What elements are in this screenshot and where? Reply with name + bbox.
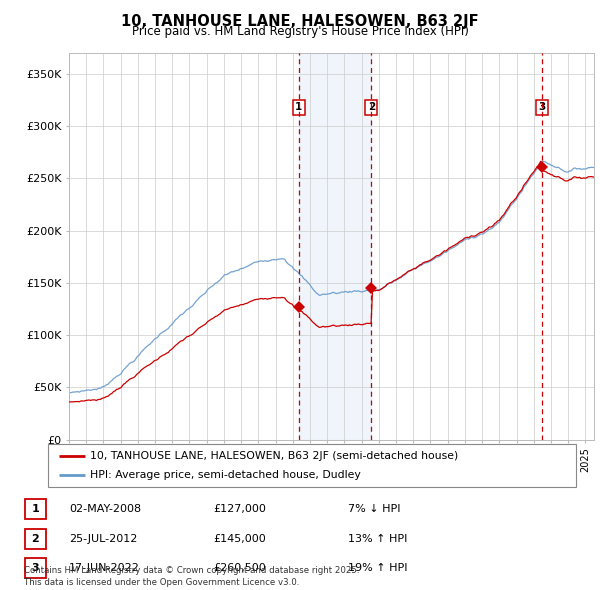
Text: £127,000: £127,000: [213, 504, 266, 514]
Text: 17-JUN-2022: 17-JUN-2022: [69, 563, 140, 573]
FancyBboxPatch shape: [48, 444, 576, 487]
Text: Contains HM Land Registry data © Crown copyright and database right 2025.
This d: Contains HM Land Registry data © Crown c…: [24, 566, 359, 587]
Text: 2: 2: [32, 534, 39, 543]
FancyBboxPatch shape: [25, 558, 46, 578]
Text: 3: 3: [538, 103, 545, 113]
Text: 2: 2: [368, 103, 375, 113]
FancyBboxPatch shape: [25, 499, 46, 519]
Text: 10, TANHOUSE LANE, HALESOWEN, B63 2JF: 10, TANHOUSE LANE, HALESOWEN, B63 2JF: [121, 14, 479, 28]
Text: 10, TANHOUSE LANE, HALESOWEN, B63 2JF (semi-detached house): 10, TANHOUSE LANE, HALESOWEN, B63 2JF (s…: [90, 451, 458, 461]
Text: 1: 1: [32, 504, 39, 514]
Text: 25-JUL-2012: 25-JUL-2012: [69, 534, 137, 543]
Text: £145,000: £145,000: [213, 534, 266, 543]
Text: Price paid vs. HM Land Registry's House Price Index (HPI): Price paid vs. HM Land Registry's House …: [131, 25, 469, 38]
Text: 02-MAY-2008: 02-MAY-2008: [69, 504, 141, 514]
FancyBboxPatch shape: [25, 529, 46, 549]
Text: 13% ↑ HPI: 13% ↑ HPI: [348, 534, 407, 543]
Text: HPI: Average price, semi-detached house, Dudley: HPI: Average price, semi-detached house,…: [90, 470, 361, 480]
Text: 19% ↑ HPI: 19% ↑ HPI: [348, 563, 407, 573]
Text: 3: 3: [32, 563, 39, 573]
Text: 1: 1: [295, 103, 302, 113]
Bar: [299, 53, 371, 440]
Text: 7% ↓ HPI: 7% ↓ HPI: [348, 504, 401, 514]
Text: £260,500: £260,500: [213, 563, 266, 573]
